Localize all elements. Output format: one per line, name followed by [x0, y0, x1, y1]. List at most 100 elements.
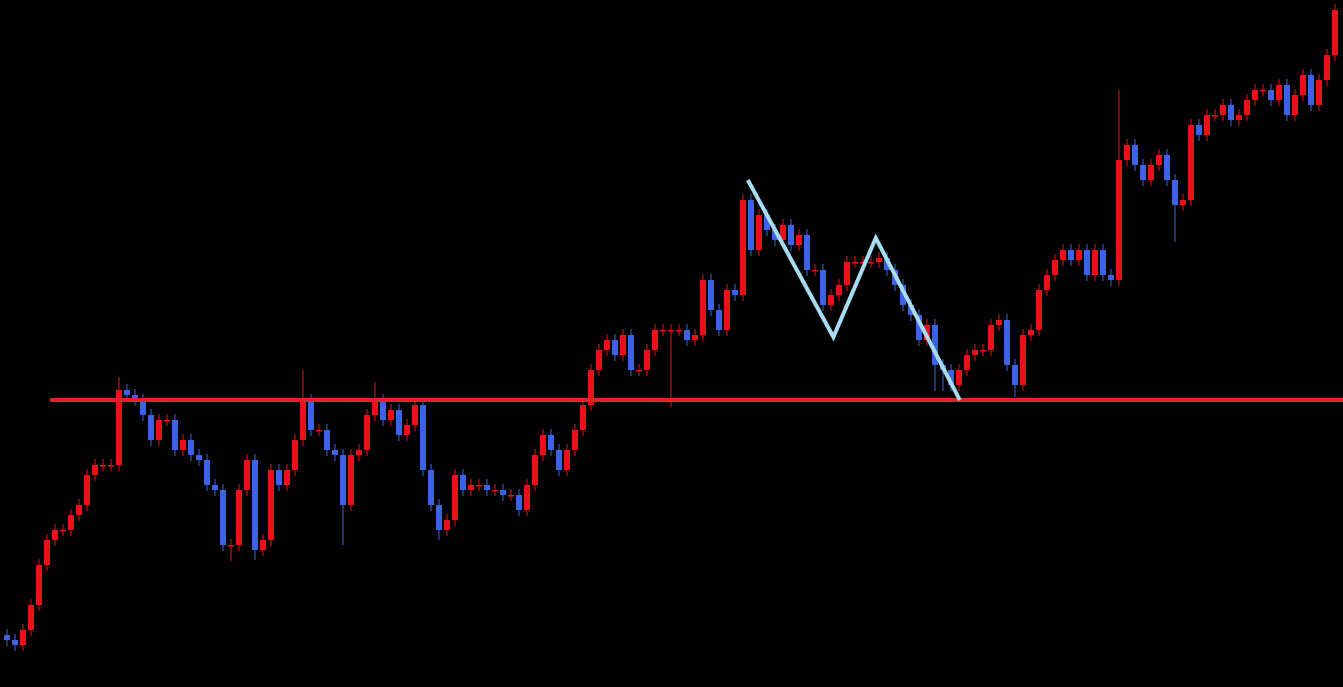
candle-body — [1140, 165, 1146, 180]
candle-body — [236, 490, 242, 545]
candle-body — [636, 370, 642, 372]
candle-body — [860, 262, 866, 264]
candle-body — [228, 545, 234, 547]
candle-body — [1228, 105, 1234, 120]
candle-body — [180, 440, 186, 450]
candle-body — [1308, 75, 1314, 105]
candle-body — [356, 450, 362, 455]
candle-body — [1324, 55, 1330, 80]
candle-body — [332, 450, 338, 455]
candle-body — [820, 270, 826, 305]
candle-body — [500, 490, 506, 495]
candle-body — [972, 350, 978, 355]
candle-body — [1052, 260, 1058, 275]
candle-body — [676, 330, 682, 332]
candle-body — [956, 370, 962, 385]
candle-body — [644, 350, 650, 370]
candle-body — [1332, 10, 1338, 55]
candle-body — [412, 405, 418, 425]
candle-body — [508, 495, 514, 497]
candle-body — [852, 262, 858, 264]
candle-body — [932, 325, 938, 365]
candle-body — [876, 258, 882, 262]
candle-body — [132, 395, 138, 400]
candle-body — [268, 470, 274, 540]
candle-body — [756, 215, 762, 250]
candle-body — [460, 475, 466, 490]
candle-body — [1196, 125, 1202, 135]
candle-body — [372, 400, 378, 415]
candle-body — [740, 200, 746, 295]
candle-body — [748, 200, 754, 250]
candle-body — [188, 440, 194, 455]
candle-body — [172, 420, 178, 450]
candle-body — [1044, 275, 1050, 290]
candle-body — [1204, 115, 1210, 135]
candle-body — [1100, 250, 1106, 275]
candle-body — [148, 415, 154, 440]
candle-body — [420, 405, 426, 470]
candle-body — [996, 320, 1002, 325]
candle-body — [620, 335, 626, 355]
candle-body — [252, 460, 258, 550]
candle-body — [100, 465, 106, 467]
candle-body — [684, 330, 690, 340]
candle-body — [1252, 90, 1258, 100]
candle-body — [524, 485, 530, 510]
candle-body — [444, 520, 450, 530]
candle-body — [780, 225, 786, 240]
candle-body — [948, 370, 954, 385]
candle-body — [92, 465, 98, 475]
candle-body — [300, 400, 306, 440]
candle-body — [324, 430, 330, 450]
candle-body — [140, 400, 146, 415]
candle-body — [1060, 250, 1066, 260]
candle-body — [1236, 115, 1242, 120]
candle-body — [1004, 320, 1010, 365]
candle-body — [276, 470, 282, 485]
candle-body — [668, 330, 674, 332]
candle-body — [980, 350, 986, 352]
candle-body — [52, 530, 58, 540]
candle-body — [732, 290, 738, 295]
candle-body — [796, 235, 802, 245]
candle-body — [1132, 145, 1138, 165]
candle-body — [556, 450, 562, 470]
pattern-line — [746, 179, 962, 401]
candle-body — [988, 325, 994, 350]
candle-body — [36, 565, 42, 605]
candle-body — [20, 630, 26, 645]
candle-body — [244, 460, 250, 490]
candle-body — [116, 390, 122, 465]
candle-body — [1300, 75, 1306, 95]
candle-body — [348, 455, 354, 505]
candle-body — [308, 400, 314, 430]
candle-body — [44, 540, 50, 565]
candle-body — [516, 495, 522, 510]
candle-body — [292, 440, 298, 470]
candle-body — [260, 540, 266, 550]
candle-body — [1124, 145, 1130, 160]
candle-body — [1276, 85, 1282, 100]
candle-body — [1180, 200, 1186, 205]
candle-body — [1020, 335, 1026, 385]
candle-body — [1284, 85, 1290, 115]
candle-body — [764, 215, 770, 230]
candle-body — [628, 335, 634, 370]
candle-body — [1108, 275, 1114, 280]
candle-body — [28, 605, 34, 630]
candle-body — [1268, 90, 1274, 100]
candle-body — [1116, 160, 1122, 280]
candle-body — [804, 235, 810, 270]
candle-body — [604, 340, 610, 350]
candle-body — [84, 475, 90, 505]
candle-body — [532, 455, 538, 485]
candle-body — [476, 485, 482, 487]
candle-body — [724, 290, 730, 330]
candle-body — [1036, 290, 1042, 330]
candle-body — [1084, 250, 1090, 275]
candle-body — [1012, 365, 1018, 385]
candle-body — [572, 430, 578, 450]
candle-body — [364, 415, 370, 450]
